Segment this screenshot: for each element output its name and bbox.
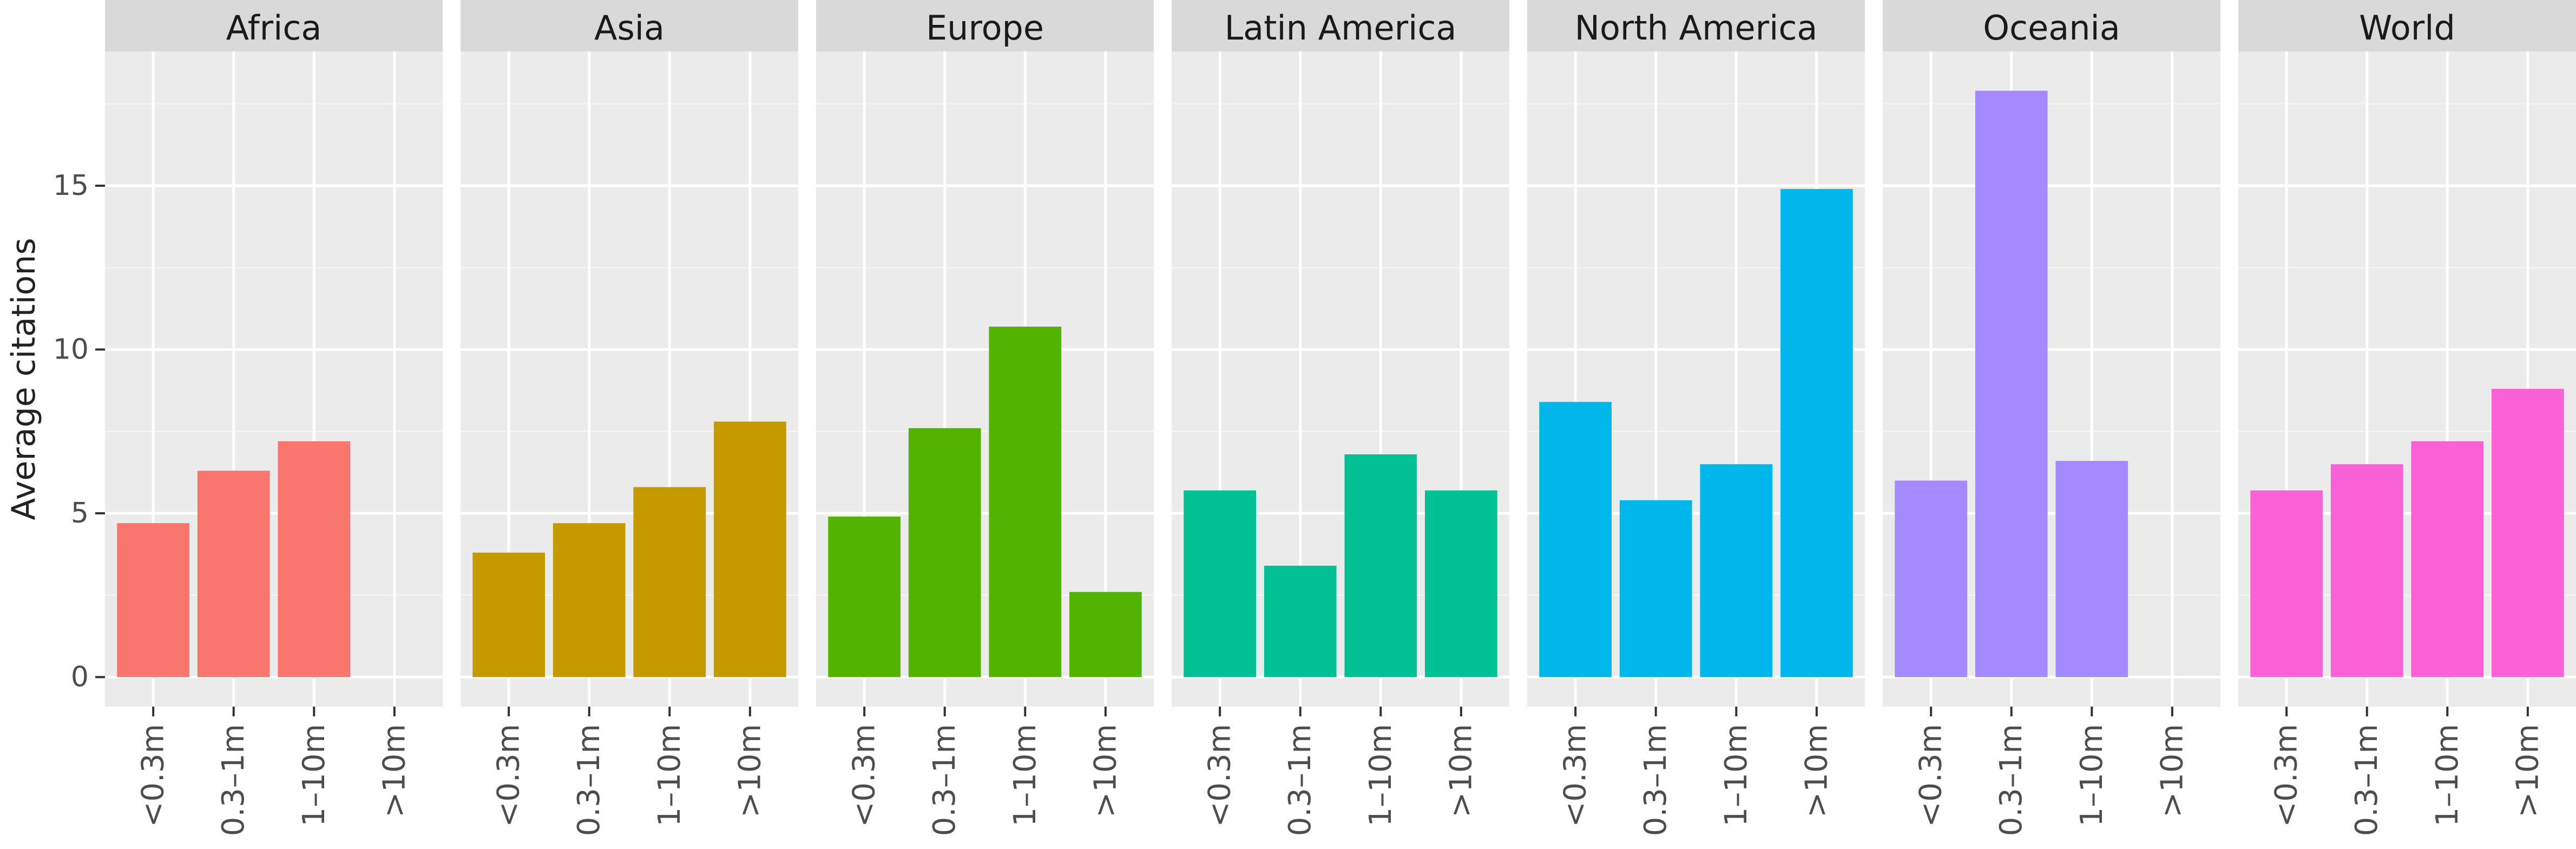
bar <box>1184 490 1256 677</box>
bar <box>1344 454 1417 677</box>
bar <box>278 441 351 677</box>
x-tick-label: >10m <box>1799 724 1834 818</box>
bar <box>2492 389 2564 677</box>
bar <box>472 552 545 677</box>
bar <box>1264 565 1337 677</box>
facet-label: Africa <box>226 8 322 48</box>
bar <box>1975 90 2048 677</box>
bar <box>2055 461 2128 677</box>
x-tick-label: 1–10m <box>2430 724 2465 826</box>
x-tick-label: <0.3m <box>491 724 527 827</box>
x-tick-label: 1–10m <box>1008 724 1043 826</box>
facet-label: Latin America <box>1225 8 1457 48</box>
bar <box>1425 490 1497 677</box>
bar <box>714 421 786 677</box>
facet-label: Europe <box>926 8 1044 48</box>
x-tick-label: 0.3–1m <box>2349 724 2384 836</box>
bar <box>908 428 981 677</box>
bar <box>2250 490 2323 677</box>
x-tick-label: 1–10m <box>297 724 332 826</box>
x-tick-label: 0.3–1m <box>1638 724 1673 836</box>
bar <box>1700 464 1773 677</box>
x-tick-label: 0.3–1m <box>1283 724 1318 836</box>
bar <box>1619 500 1692 677</box>
facet-label: Oceania <box>1983 8 2120 48</box>
x-tick-label: 1–10m <box>2074 724 2110 826</box>
x-tick-label: >10m <box>2510 724 2545 818</box>
x-tick-label: 0.3–1m <box>216 724 251 836</box>
x-tick-label: 0.3–1m <box>927 724 962 836</box>
facet-label: World <box>2359 8 2455 48</box>
x-tick-label: 0.3–1m <box>571 724 607 836</box>
bar <box>553 523 626 677</box>
x-tick-label: <0.3m <box>1558 724 1593 827</box>
facet-strip <box>1883 0 2220 51</box>
bar <box>2330 464 2403 677</box>
x-tick-label: >10m <box>1443 724 1478 818</box>
facet-label: Asia <box>594 8 665 48</box>
x-tick-label: 1–10m <box>1363 724 1398 826</box>
bar <box>2411 441 2484 677</box>
x-tick-label: <0.3m <box>847 724 882 827</box>
facet-strip <box>816 0 1154 51</box>
x-tick-label: 1–10m <box>1719 724 1754 826</box>
x-tick-label: >10m <box>732 724 767 818</box>
y-tick-label: 5 <box>71 497 89 530</box>
x-tick-label: <0.3m <box>1202 724 1238 827</box>
x-tick-label: 1–10m <box>652 724 687 826</box>
bar <box>1895 480 1967 677</box>
bar <box>633 487 706 677</box>
facet-strip <box>105 0 443 51</box>
facet-strip <box>461 0 798 51</box>
y-tick-label: 10 <box>53 334 89 366</box>
x-tick-label: >10m <box>2154 724 2190 818</box>
y-tick-label: 0 <box>71 661 89 694</box>
bar <box>989 326 1062 677</box>
x-tick-label: <0.3m <box>136 724 171 827</box>
facet-label: North America <box>1575 8 1818 48</box>
facet-strip <box>2238 0 2576 51</box>
bar <box>1069 592 1142 677</box>
x-tick-label: >10m <box>377 724 412 818</box>
y-tick-label: 15 <box>53 169 89 202</box>
facet-strip <box>1527 0 1865 51</box>
bar <box>828 517 901 677</box>
x-tick-label: <0.3m <box>2269 724 2304 827</box>
x-tick-label: >10m <box>1088 724 1123 818</box>
bar <box>1780 189 1853 677</box>
facet-strip <box>1172 0 1509 51</box>
bar <box>197 471 270 677</box>
x-tick-label: 0.3–1m <box>1994 724 2029 836</box>
y-axis-title: Average citations <box>5 238 43 520</box>
x-tick-label: <0.3m <box>1914 724 1949 827</box>
bar <box>117 523 189 677</box>
bar <box>1539 402 1612 677</box>
